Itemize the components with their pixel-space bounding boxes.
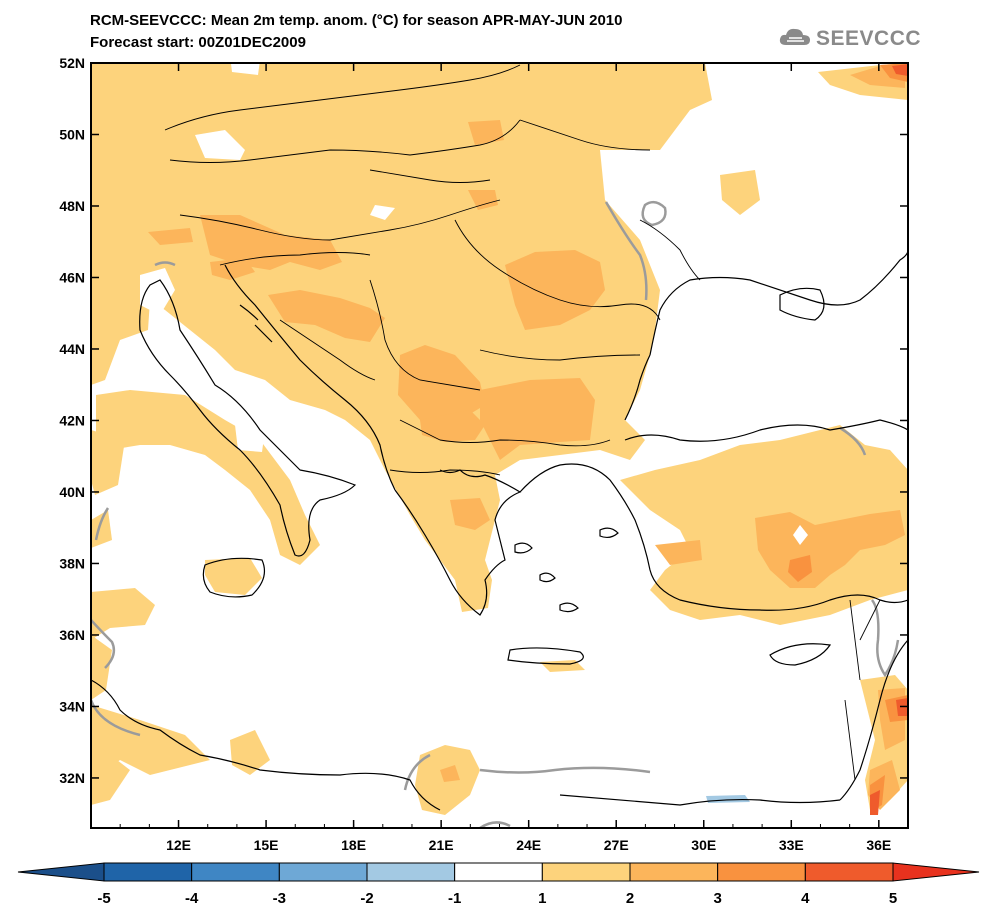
colorbar-label: 4	[801, 890, 810, 907]
colorbar-swatch	[629, 862, 719, 882]
coastlines	[91, 249, 908, 811]
colorbar-label: -5	[97, 890, 110, 907]
lat-label: 32N	[59, 770, 85, 786]
seevccc-logo: SEEVCCC	[778, 26, 921, 52]
longitude-axis: 12E 15E 18E 21E 24E 27E 30E 33E 36E	[90, 63, 909, 853]
lat-label: 42N	[59, 412, 85, 428]
colorbar-label: 1	[538, 890, 546, 907]
lon-label: 18E	[341, 837, 366, 853]
anatolia-white-hole	[793, 525, 808, 545]
lon-label: 24E	[516, 837, 541, 853]
country-borders	[164, 64, 881, 781]
colorbar-label: -4	[185, 890, 199, 907]
lon-label: 36E	[866, 837, 891, 853]
lat-label: 44N	[59, 341, 85, 357]
colorbar-label: 5	[889, 890, 897, 907]
lon-label: 30E	[691, 837, 716, 853]
lat-label: 48N	[59, 198, 85, 214]
colorbar-under-triangle	[17, 862, 105, 882]
lon-label: 12E	[166, 837, 191, 853]
colorbar-label: -1	[448, 890, 461, 907]
colorbar-swatch	[717, 862, 806, 882]
lat-label: 38N	[59, 555, 85, 571]
colorbar-swatch	[541, 862, 631, 882]
colorbar-label: -3	[273, 890, 286, 907]
colorbar-label: 2	[626, 890, 634, 907]
lon-label: 33E	[779, 837, 804, 853]
lat-label: 52N	[59, 55, 85, 71]
lat-label: 36N	[59, 627, 85, 643]
colorbar-swatch	[103, 862, 193, 882]
logo-text: SEEVCCC	[816, 27, 922, 50]
colorbar-swatch	[278, 862, 368, 882]
lat-label: 34N	[59, 698, 85, 714]
forecast-start-label: Forecast start: 00Z01DEC2009	[90, 34, 306, 51]
colorbar-label: 3	[713, 890, 721, 907]
lon-label: 21E	[429, 837, 454, 853]
colorbar-label: -2	[360, 890, 373, 907]
colorbar-swatch	[191, 862, 280, 882]
colorbar: -5 -4 -3 -2 -1 1 2 3 4 5	[17, 862, 980, 907]
lat-label: 40N	[59, 484, 85, 500]
lon-label: 27E	[604, 837, 629, 853]
lon-label: 15E	[254, 837, 279, 853]
colorbar-swatch	[454, 862, 543, 882]
colorbar-swatch	[804, 862, 894, 882]
anomaly-fields	[91, 63, 908, 828]
lat-label: 50N	[59, 126, 85, 142]
map-title: RCM-SEEVCCC: Mean 2m temp. anom. (°C) fo…	[90, 12, 623, 29]
cloud-icon	[778, 25, 812, 54]
anomaly-below-1-holes	[140, 63, 395, 452]
lat-label: 46N	[59, 269, 85, 285]
zero-contours	[91, 200, 900, 828]
latitude-axis: 52N 50N 48N 46N 44N 42N 40N 38N 36N 34N 32N	[59, 55, 908, 786]
colorbar-swatch	[366, 862, 456, 882]
colorbar-over-triangle	[892, 862, 980, 882]
